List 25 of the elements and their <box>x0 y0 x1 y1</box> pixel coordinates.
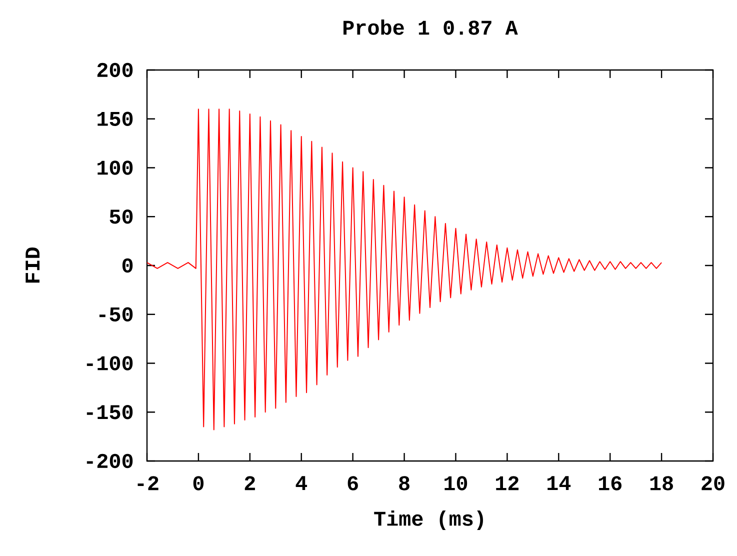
x-tick-label: -2 <box>138 476 158 490</box>
y-tick-label: 200 <box>97 62 133 78</box>
x-tick-label: 2 <box>244 476 255 490</box>
x-tick-label: 20 <box>702 476 724 490</box>
x-tick-label: 18 <box>650 476 673 490</box>
x-tick-label: 4 <box>296 476 308 490</box>
y-tick-label: -150 <box>86 405 133 420</box>
y-tick-label: -200 <box>86 454 133 468</box>
y-tick-label: 100 <box>98 160 133 175</box>
y-tick-label: -100 <box>86 356 133 370</box>
line-series <box>147 108 662 430</box>
y-axis-title: FID <box>26 247 40 283</box>
y-tick-label: 150 <box>98 112 133 126</box>
x-axis-title: Time (ms) <box>374 510 483 530</box>
chart-title: Probe 1 0.87 A <box>344 19 518 35</box>
x-tick-label: 8 <box>399 476 410 490</box>
y-tick-label: 0 <box>122 258 133 273</box>
x-tick-label: 6 <box>348 476 358 490</box>
y-tick-label: 50 <box>110 210 133 224</box>
x-tick-label: 12 <box>496 476 519 490</box>
x-tick-label: 16 <box>598 476 622 490</box>
x-tick-label: 14 <box>547 476 571 490</box>
x-tick-label: 0 <box>193 476 204 490</box>
y-tick-label: -50 <box>99 307 133 322</box>
x-tick-label: 10 <box>444 476 468 490</box>
